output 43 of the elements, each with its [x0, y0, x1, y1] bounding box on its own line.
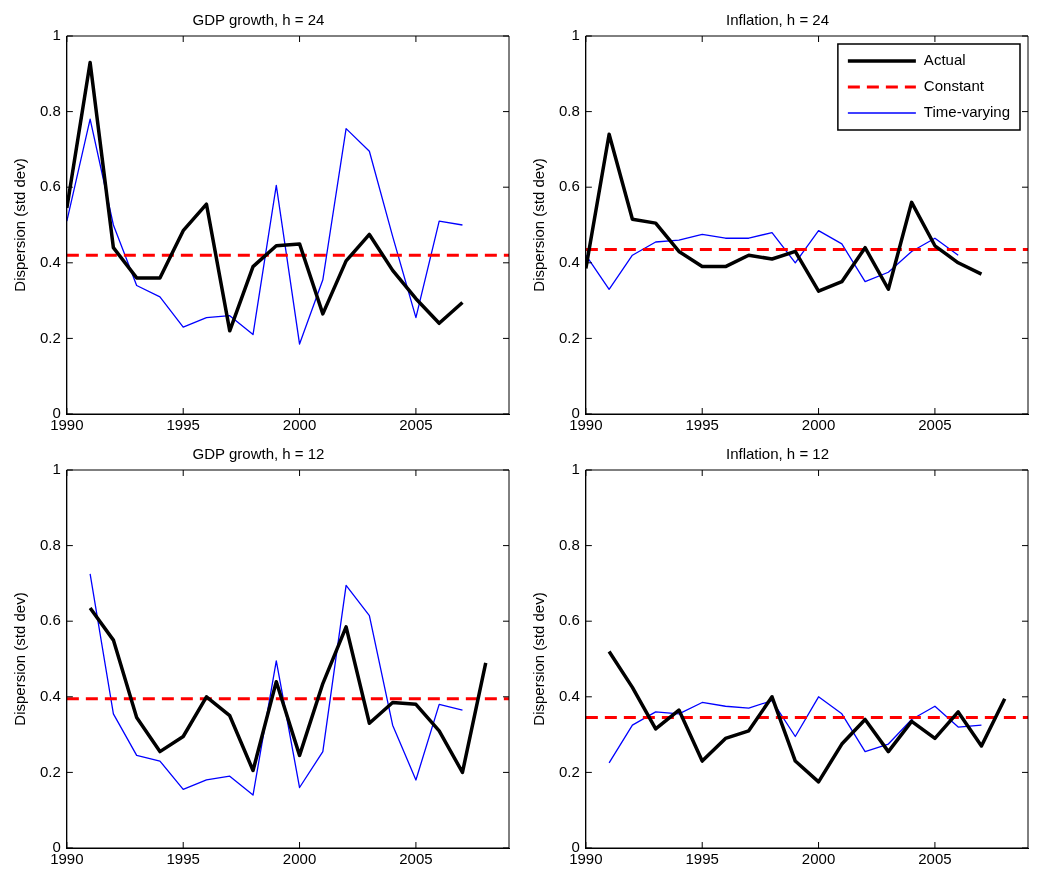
- y-tick-label: 0.4: [39, 252, 61, 270]
- y-tick-label: 0.6: [558, 177, 580, 195]
- x-tick-label: 2005: [399, 850, 433, 868]
- chart-title: GDP growth, h = 12: [192, 445, 325, 463]
- y-tick-label: 0.6: [558, 611, 580, 629]
- x-tick-label: 2005: [918, 416, 952, 434]
- y-tick-label: 1: [571, 460, 580, 478]
- legend-label: Actual: [923, 51, 966, 69]
- y-tick-label: 1: [52, 460, 61, 478]
- legend-label: Time-varying: [923, 103, 1011, 121]
- x-tick-label: 1995: [685, 416, 719, 434]
- y-tick-label: 1: [571, 26, 580, 44]
- y-axis-title: Dispersion (std dev): [11, 592, 29, 726]
- chart-title: Inflation, h = 24: [726, 11, 829, 29]
- y-axis-title: Dispersion (std dev): [530, 592, 548, 726]
- y-tick-label: 0.4: [558, 252, 580, 270]
- y-tick-label: 1: [52, 26, 61, 44]
- x-tick-label: 2005: [399, 416, 433, 434]
- y-tick-label: 0.4: [39, 686, 61, 704]
- y-tick-label: 0.8: [39, 101, 61, 119]
- x-tick-label: 2000: [282, 416, 317, 434]
- x-tick-label: 1995: [685, 850, 719, 868]
- chart-title: Inflation, h = 12: [726, 445, 829, 463]
- y-tick-label: 0.2: [39, 328, 61, 346]
- chart-title: GDP growth, h = 24: [192, 11, 325, 29]
- y-tick-label: 0.6: [39, 611, 61, 629]
- y-tick-label: 0.2: [39, 762, 61, 780]
- x-tick-label: 2005: [918, 850, 952, 868]
- y-axis-title: Dispersion (std dev): [530, 158, 548, 292]
- y-tick-label: 0.2: [558, 328, 580, 346]
- y-tick-label: 0.8: [558, 535, 580, 553]
- x-tick-label: 1995: [166, 850, 200, 868]
- y-tick-label: 0.6: [39, 177, 61, 195]
- y-tick-label: 0.8: [558, 101, 580, 119]
- y-tick-label: 0.4: [558, 686, 580, 704]
- y-axis-title: Dispersion (std dev): [11, 158, 29, 292]
- x-tick-label: 2000: [801, 850, 836, 868]
- y-tick-label: 0.2: [558, 762, 580, 780]
- y-tick-label: 0.8: [39, 535, 61, 553]
- x-tick-label: 1995: [166, 416, 200, 434]
- x-tick-label: 2000: [801, 416, 836, 434]
- x-tick-label: 2000: [282, 850, 317, 868]
- legend-label: Constant: [923, 77, 985, 95]
